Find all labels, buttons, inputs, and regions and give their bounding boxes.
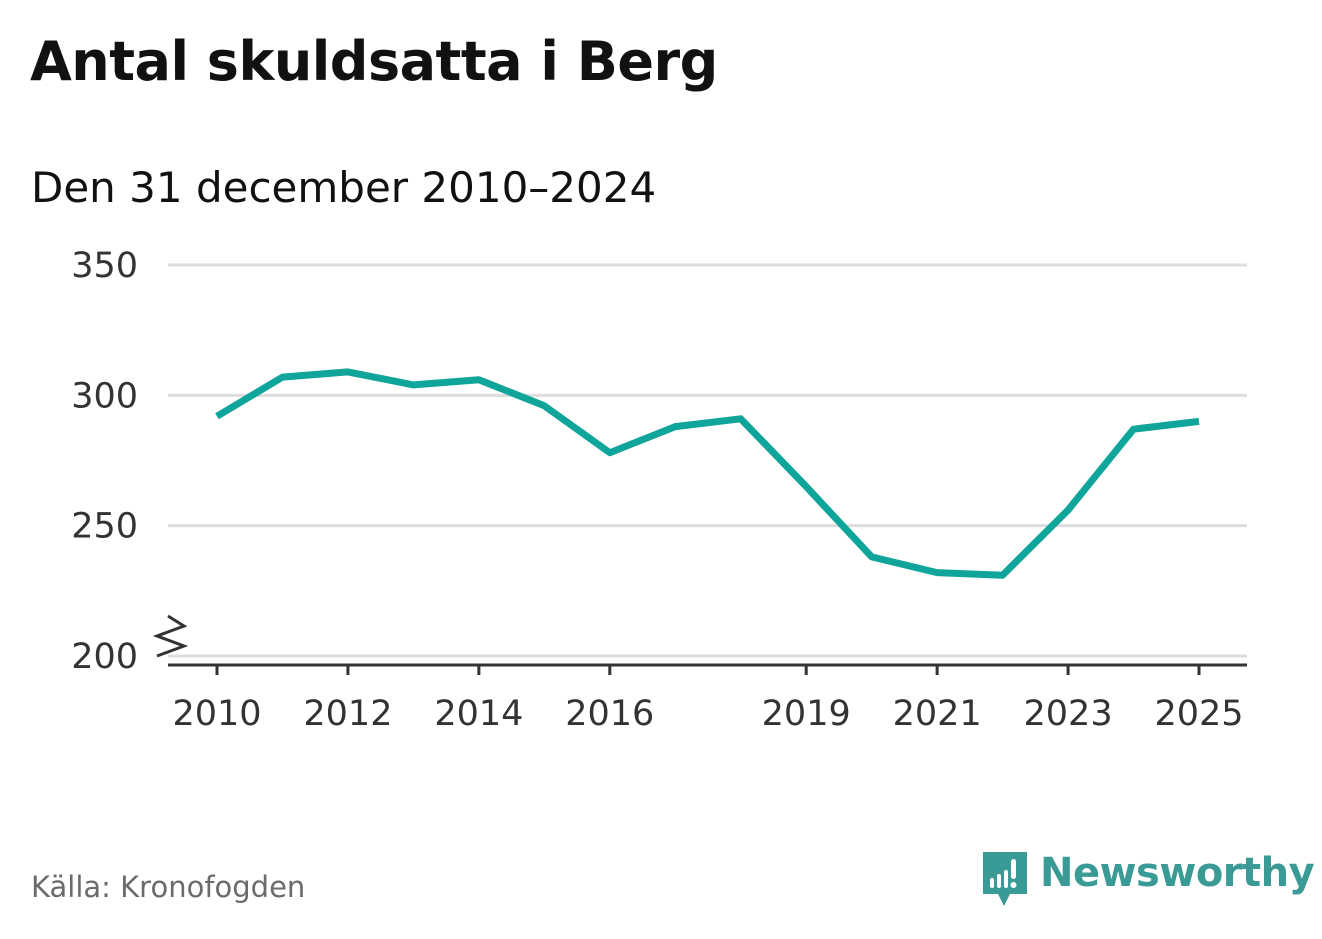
series-line: [215, 368, 1200, 579]
y-tick-label: 300: [71, 376, 138, 416]
y-tick-label: 250: [71, 507, 138, 547]
y-axis-break-zigzag: [152, 614, 189, 658]
source-note: Källa: Kronofogden: [31, 870, 306, 904]
y-axis-tick-labels: 200 250 300 350: [71, 246, 138, 677]
x-tick-label: 2010: [172, 694, 261, 734]
x-tick-label: 2014: [434, 694, 523, 734]
x-tick-label: 2021: [893, 694, 982, 734]
x-tick-label: 2025: [1154, 694, 1243, 734]
brand-logo: Newsworthy: [980, 850, 1315, 912]
chart-subtitle: Den 31 december 2010–2024: [31, 163, 657, 212]
series-group: [215, 368, 1200, 579]
y-tick-label: 200: [71, 637, 138, 677]
axis-break-marker: [152, 614, 189, 658]
x-tick-label: 2019: [762, 694, 851, 734]
x-tick-label: 2016: [565, 694, 654, 734]
chart-title: Antal skuldsatta i Berg: [30, 30, 718, 93]
x-axis-tick-labels: 2010 2012 2014 2016 2019 2021 2023 2025: [172, 694, 1243, 734]
grid-lines: [168, 263, 1247, 658]
newsworthy-logo-icon: [983, 852, 1027, 906]
x-axis: [168, 663, 1247, 675]
y-tick-label: 350: [71, 246, 138, 286]
x-tick-label: 2012: [303, 694, 392, 734]
brand-name: Newsworthy: [1040, 850, 1315, 896]
x-tick-label: 2023: [1024, 694, 1113, 734]
